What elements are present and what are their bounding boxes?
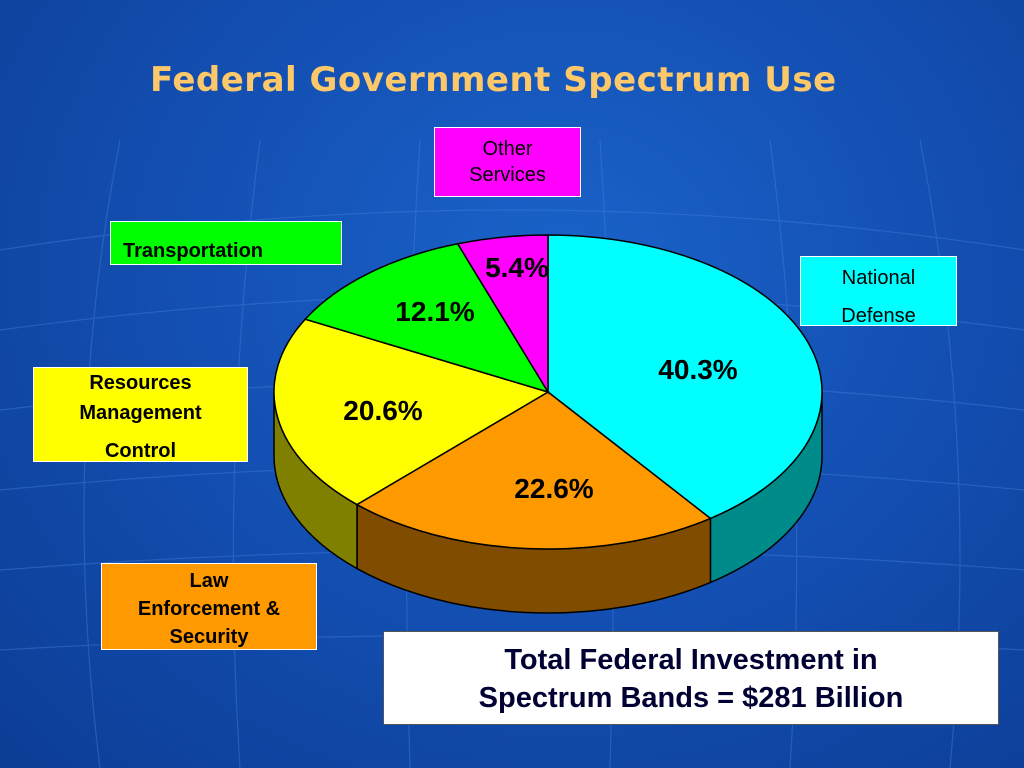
pie-value-label-3: 12.1%: [395, 296, 474, 327]
legend-transport-line1: Transportation: [123, 240, 264, 262]
legend-law-line3: Security: [169, 626, 249, 648]
pie-slice-2: [273, 318, 550, 506]
pie-slice-0: [547, 234, 823, 520]
pie-value-label-1: 22.6%: [514, 473, 593, 504]
legend-other-line1: Other: [482, 138, 533, 160]
pie-value-label-2: 20.6%: [343, 395, 422, 426]
legend-other-services: Other Services: [434, 127, 581, 197]
legend-other-line2: Services: [469, 164, 546, 186]
legend-defense-line1: National: [841, 267, 916, 289]
legend-defense-line2: Defense: [841, 305, 916, 327]
legend-law-line1: Law: [189, 570, 229, 592]
legend-transportation: Transportation: [110, 221, 342, 265]
legend-law-enforcement: Law Enforcement & Security: [101, 563, 317, 650]
pie-slice-1: [355, 391, 712, 550]
pie-value-label-0: 40.3%: [658, 354, 737, 385]
legend-resources-management: Resources Management Control: [33, 367, 248, 462]
total-investment-box: Total Federal Investment in Spectrum Ban…: [383, 631, 999, 725]
page-title: Federal Government Spectrum Use: [150, 60, 837, 100]
total-line1: Total Federal Investment in: [504, 644, 878, 676]
pie-slice-3: [303, 242, 550, 394]
legend-law-line2: Enforcement &: [137, 598, 281, 620]
legend-resources-line2: Management: [79, 402, 202, 424]
pie-value-label-4: 5.4%: [485, 252, 549, 283]
pie-slice-4: [456, 234, 549, 395]
legend-resources-line3: Control: [104, 440, 177, 462]
legend-national-defense: National Defense: [800, 256, 957, 327]
legend-resources-line1: Resources: [89, 372, 192, 394]
total-line2: Spectrum Bands = $281 Billion: [478, 682, 904, 714]
